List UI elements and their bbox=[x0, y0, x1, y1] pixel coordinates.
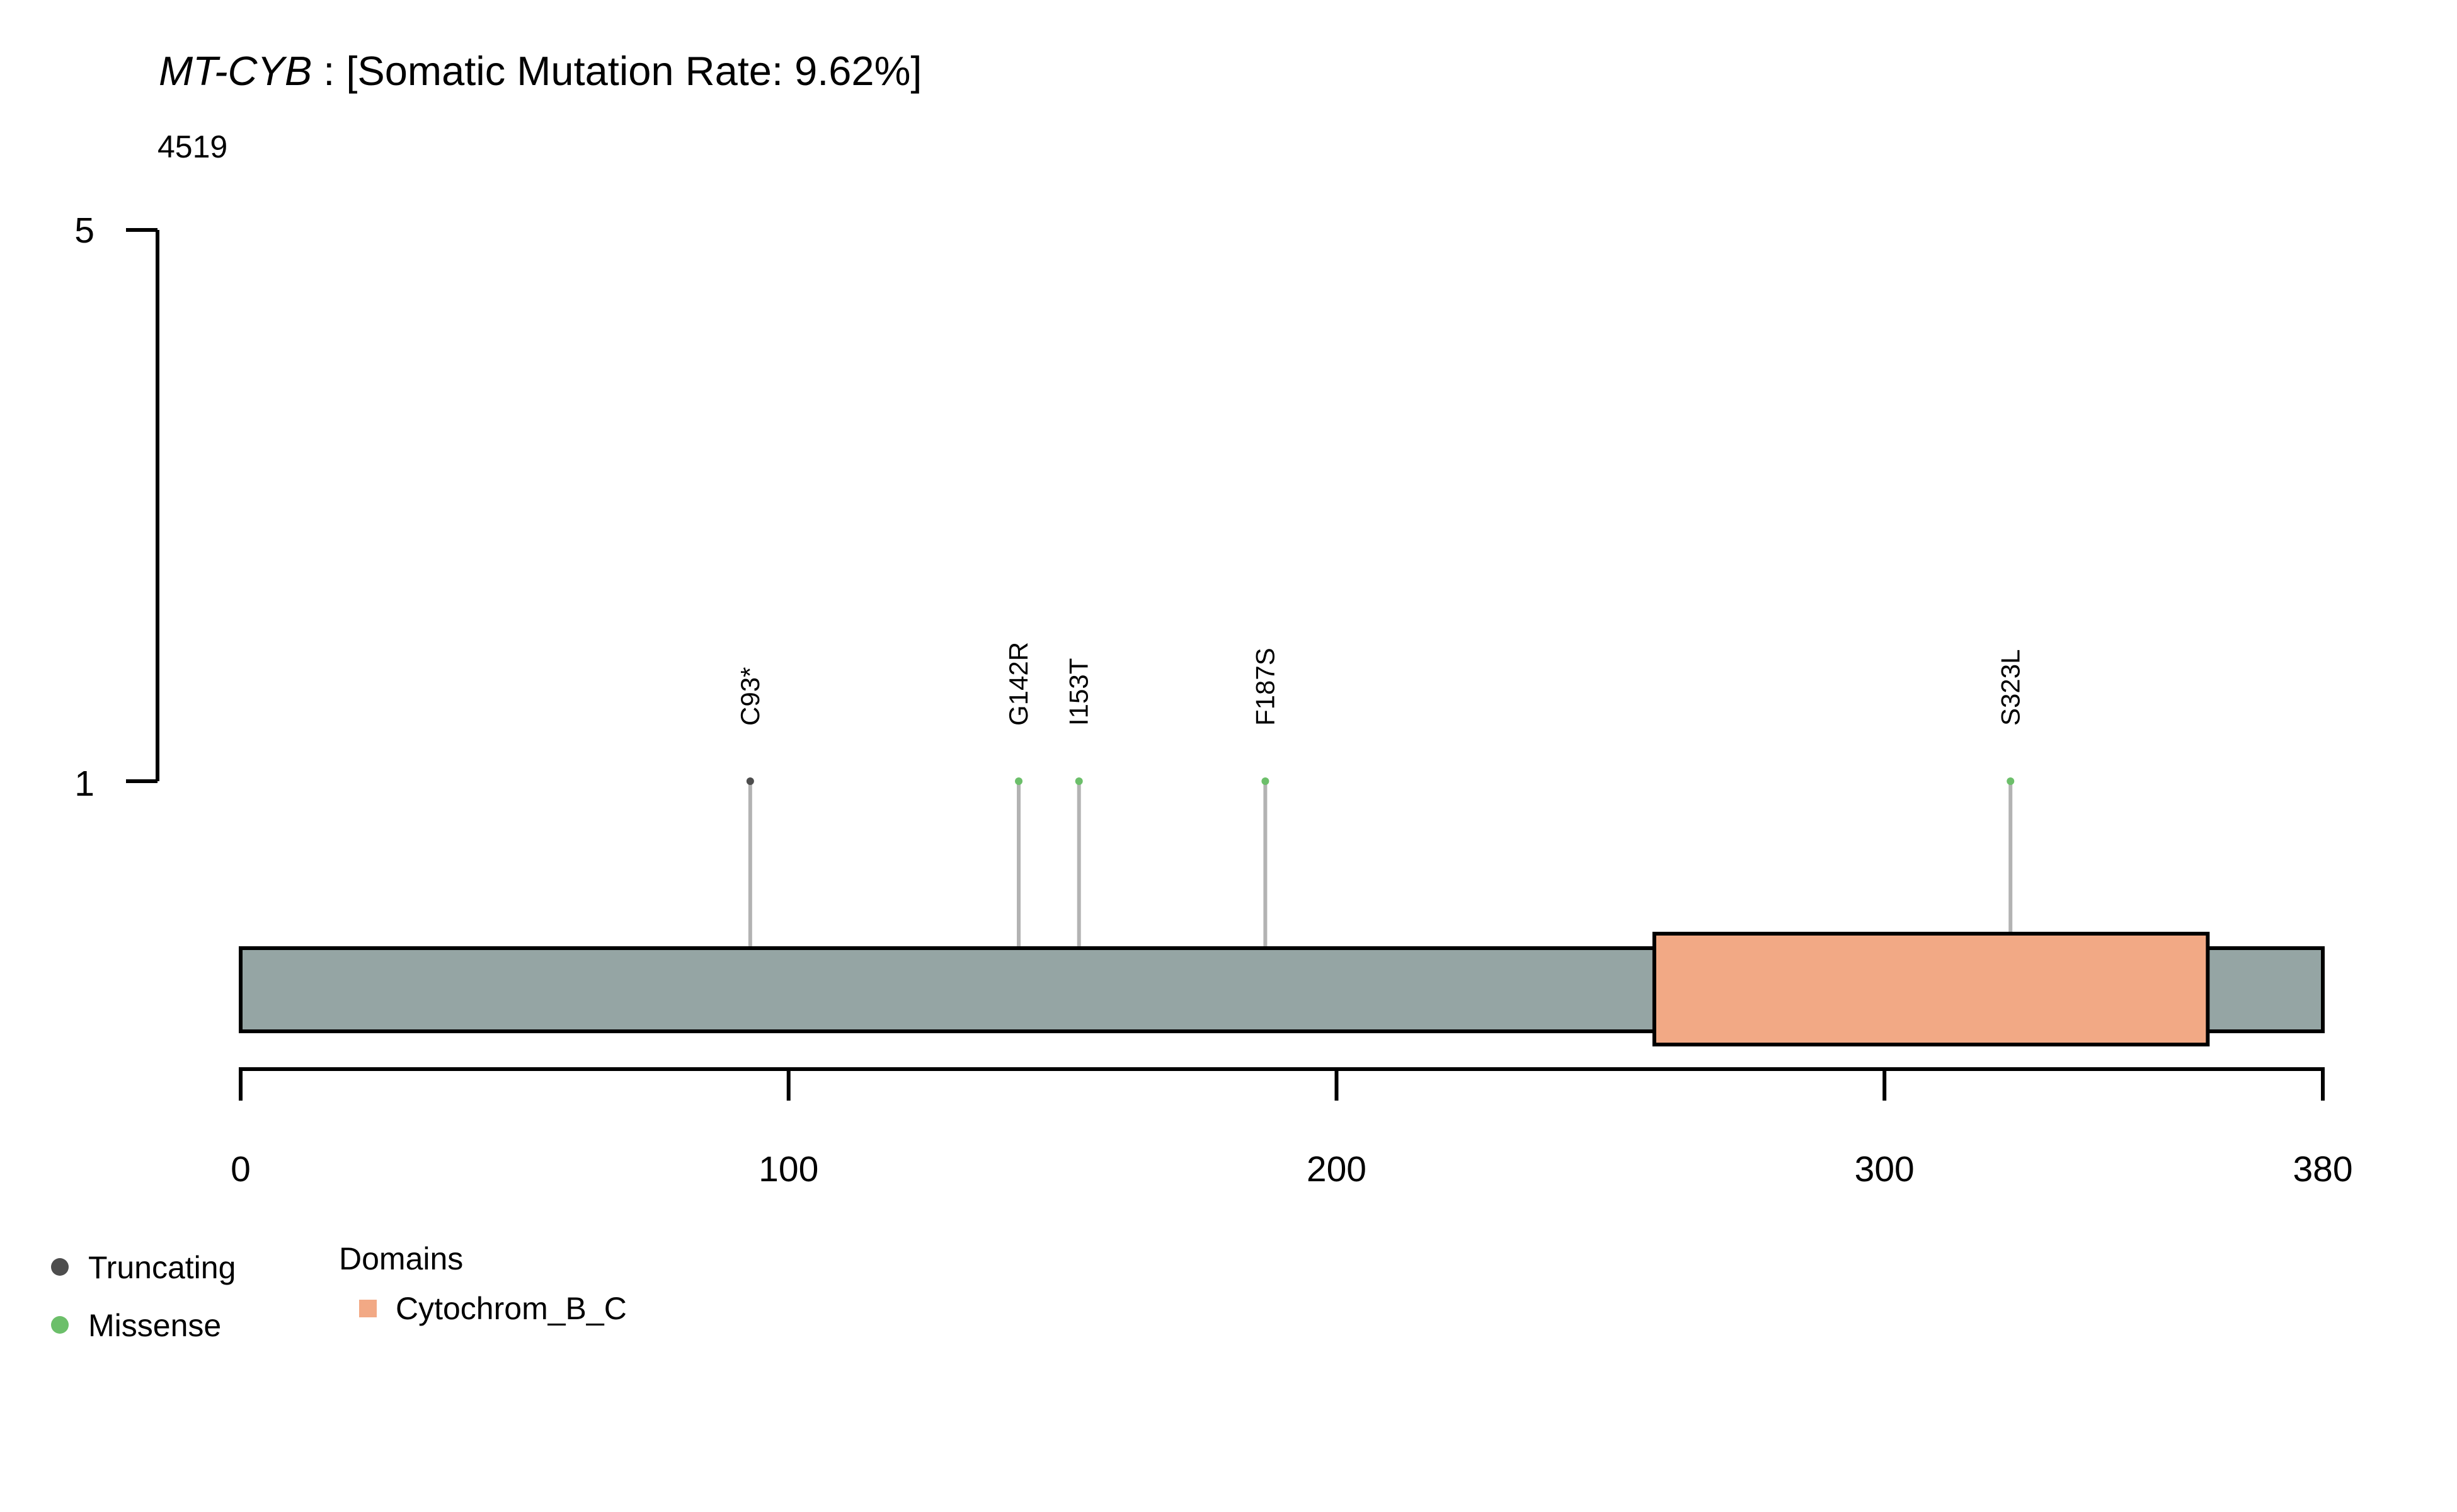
mutation-point-i153t bbox=[1075, 777, 1083, 785]
x-tick-label: 380 bbox=[2293, 1149, 2352, 1189]
mutation-point-c93-stop bbox=[746, 777, 754, 785]
mutation-label-s323l: S323L bbox=[1995, 650, 2025, 726]
mutation-point-s323l bbox=[2007, 777, 2015, 785]
x-tick-label: 300 bbox=[1855, 1149, 1915, 1189]
x-tick-label: 200 bbox=[1307, 1149, 1366, 1189]
legend-label-missense: Missense bbox=[88, 1308, 221, 1343]
variant-legend: Truncating Missense bbox=[51, 1250, 236, 1343]
chart-title-gene: MT-CYB bbox=[159, 48, 312, 94]
x-tick-label: 100 bbox=[759, 1149, 818, 1189]
domain-legend: Domains Cytochrom_B_C bbox=[339, 1241, 627, 1326]
chart-title-rate: : [Somatic Mutation Rate: 9.62%] bbox=[312, 48, 922, 94]
mutation-point-f187s bbox=[1261, 777, 1269, 785]
legend-label-cytochrom-b-c: Cytochrom_B_C bbox=[396, 1291, 627, 1326]
mutation-label-f187s: F187S bbox=[1250, 648, 1280, 726]
sample-count-label: 4519 bbox=[158, 129, 227, 164]
legend-marker-missense bbox=[51, 1316, 69, 1334]
mutation-label-i153t: I153T bbox=[1064, 658, 1094, 726]
x-axis: 0 100 200 300 380 bbox=[231, 1067, 2353, 1189]
mutation-point-g142r bbox=[1015, 777, 1023, 785]
legend-marker-cytochrom-b-c bbox=[359, 1300, 377, 1317]
legend-marker-truncating bbox=[51, 1258, 69, 1276]
y-tick-label: 1 bbox=[74, 764, 94, 804]
protein-domains bbox=[1652, 932, 2210, 1046]
y-tick-label: 5 bbox=[74, 210, 94, 251]
mutation-label-g142r: G142R bbox=[1004, 642, 1033, 726]
legend-label-truncating: Truncating bbox=[88, 1250, 236, 1285]
chart-title: MT-CYB : [Somatic Mutation Rate: 9.62%] bbox=[159, 48, 922, 94]
x-tick-label: 0 bbox=[231, 1149, 251, 1189]
domain-cytochrom-b-c bbox=[1652, 932, 2210, 1046]
y-axis: 5 1 bbox=[74, 210, 159, 804]
mutation-stems: C93* G142R I153T F187S S323L bbox=[735, 642, 2025, 948]
mutation-label-c93-stop: C93* bbox=[735, 667, 765, 726]
domain-legend-title: Domains bbox=[339, 1241, 463, 1276]
